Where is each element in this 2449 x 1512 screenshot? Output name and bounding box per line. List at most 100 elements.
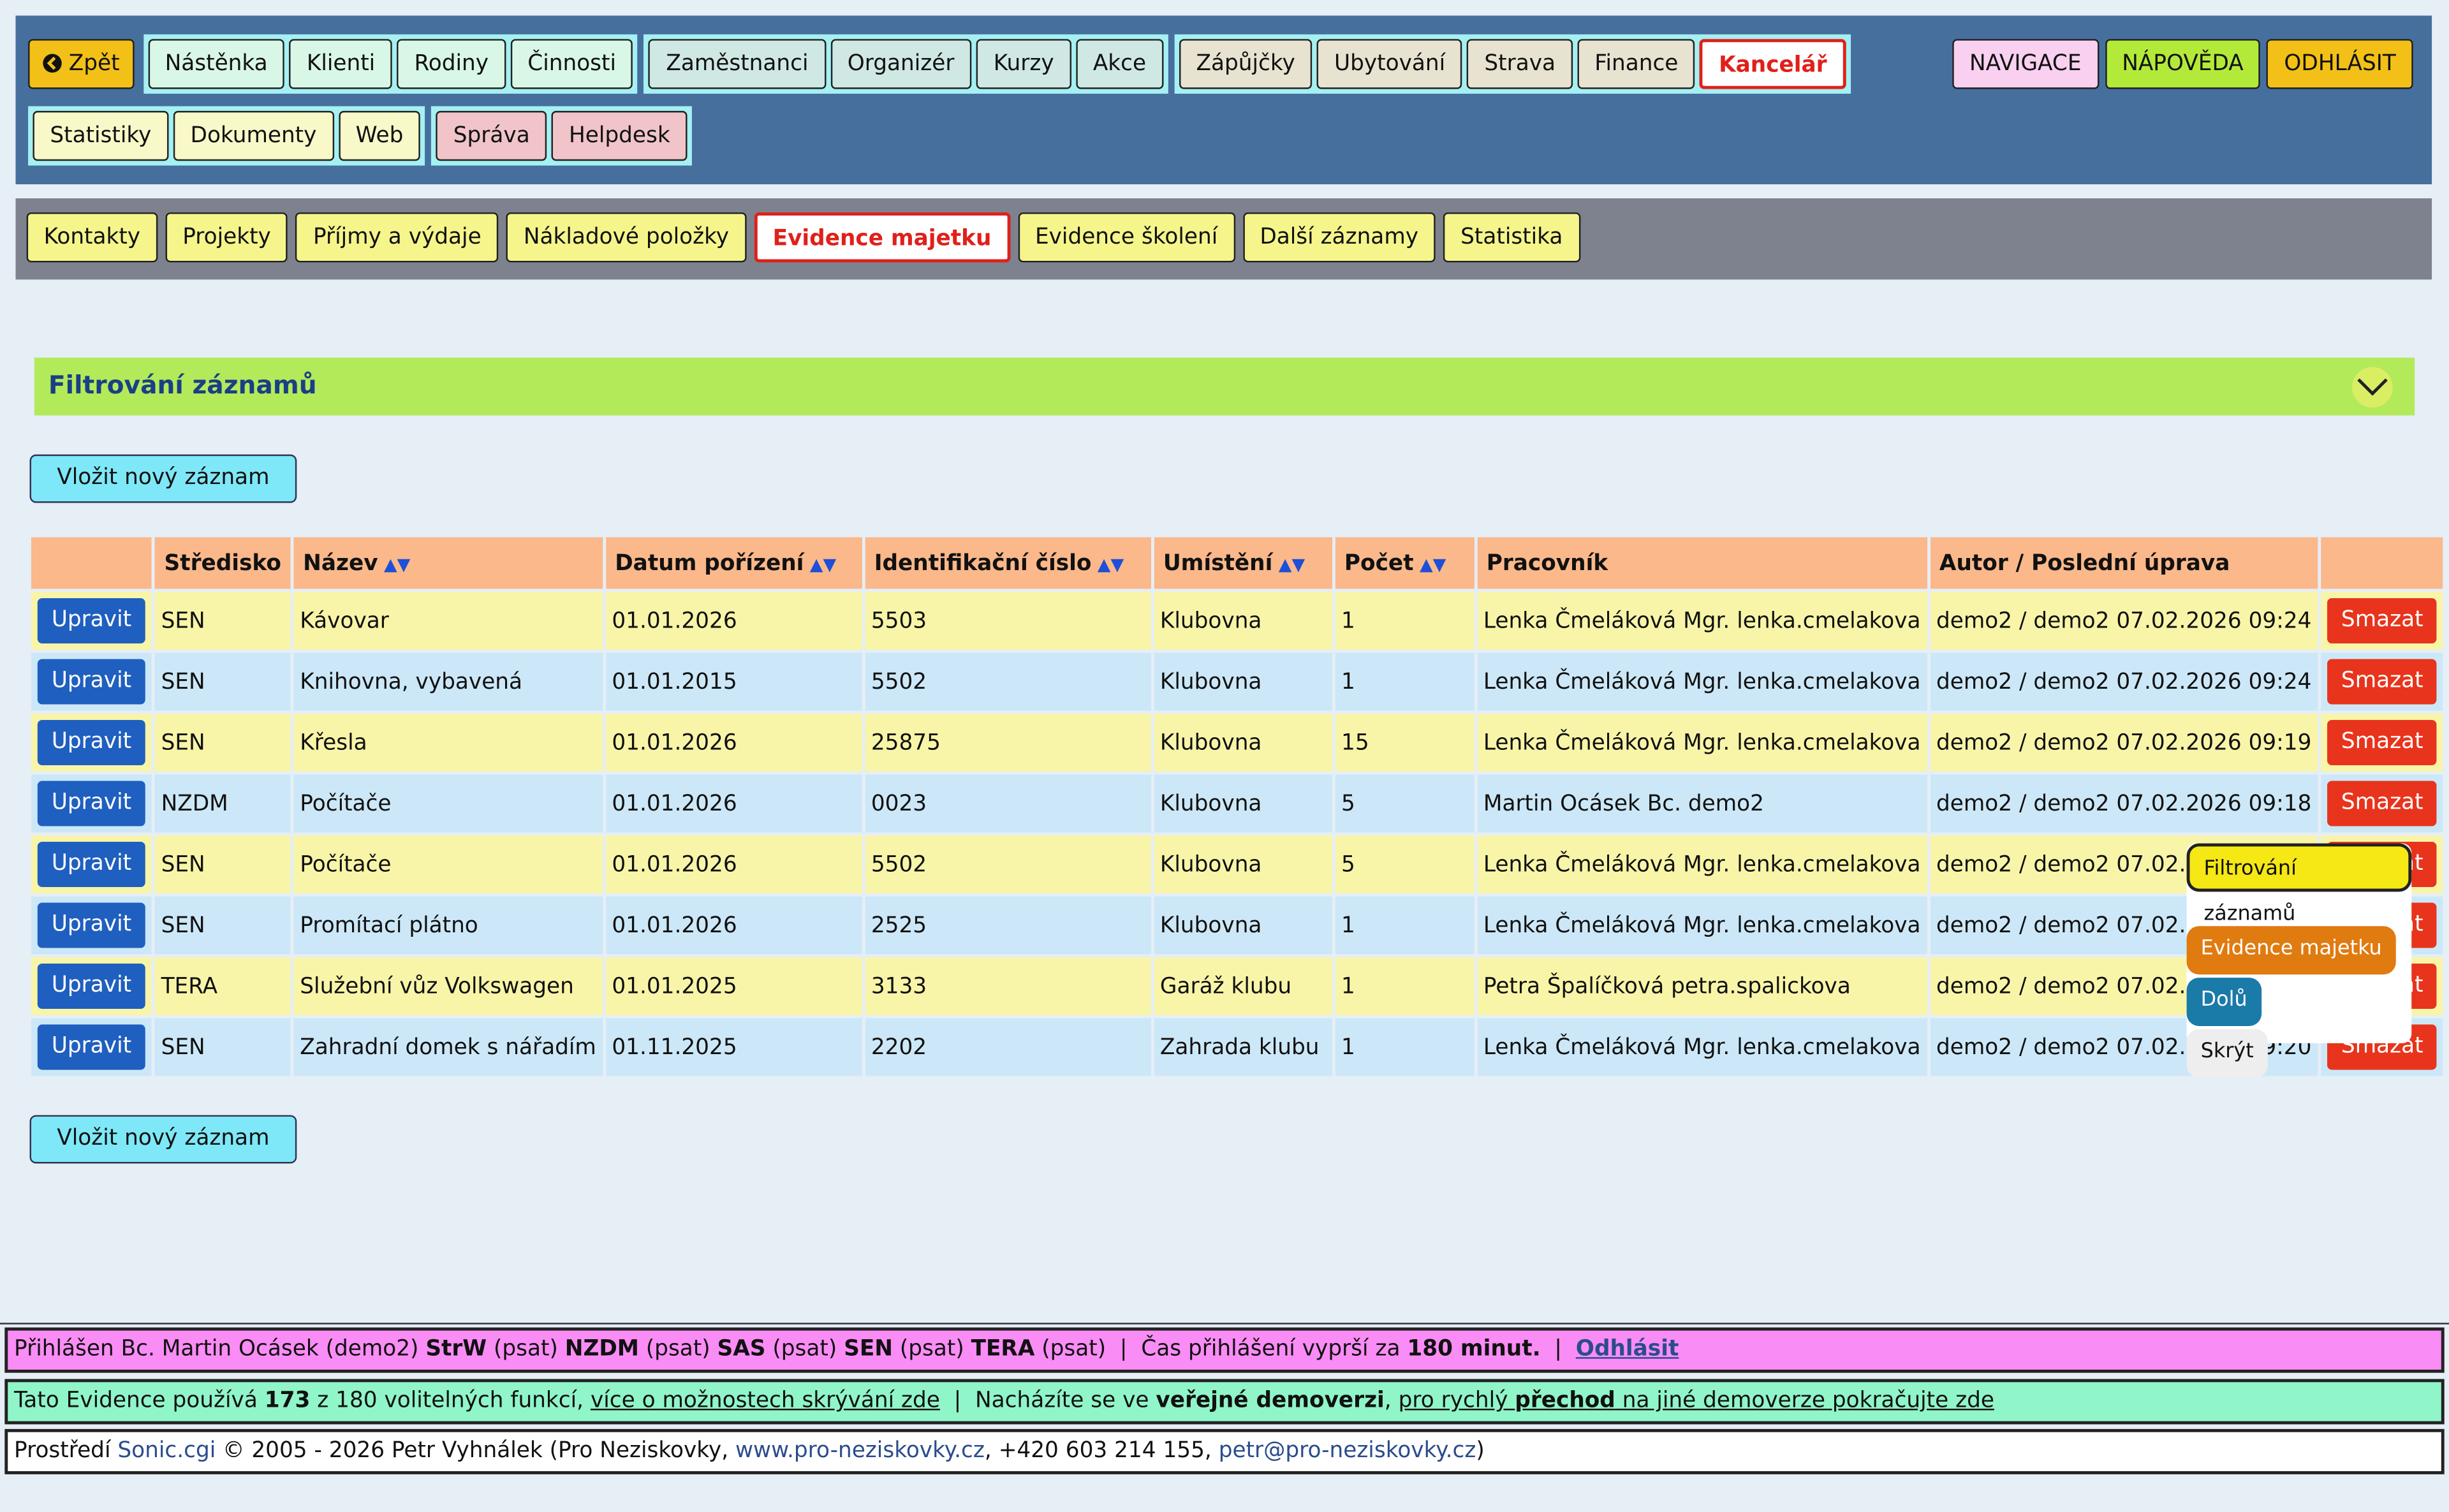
cell: Kávovar [300,608,389,634]
cell: Upravit [31,897,152,955]
back-button[interactable]: Zpět [28,39,134,89]
menu-item[interactable]: Dolů [2186,978,2261,1026]
nav-right-button[interactable]: NÁPOVĚDA [2105,39,2261,89]
subnav-button[interactable]: Příjmy a výdaje [296,212,499,263]
nav-button[interactable]: Dokumenty [173,110,334,161]
insert-button[interactable]: Vložit nový záznam [29,454,297,503]
footer-link[interactable]: Sonic.cgi [117,1438,216,1464]
footer-text: (psat) [765,1337,844,1362]
edit-button[interactable]: Upravit [37,781,146,826]
nav-button[interactable]: Klienti [289,39,393,89]
subnav-button[interactable]: Evidence školení [1018,212,1235,263]
cell: Lenka Čmeláková Mgr. lenka.cmelakova [1483,669,1921,694]
edit-button[interactable]: Upravit [37,964,146,1009]
back-icon [43,54,62,73]
column-header: Středisko [154,537,291,589]
table-row: Upravit TERA Služební vůz Volkswagen 01.01.… [31,957,2444,1015]
sort-arrows[interactable]: ▲▼ [804,554,837,575]
subnav-button[interactable]: Kontakty [26,212,158,263]
column-header[interactable]: Umístění ▲▼ [1154,537,1332,589]
cell: 01.01.2026 [612,608,737,634]
column-header[interactable]: Identifikační číslo ▲▼ [865,537,1151,589]
footer-link[interactable]: petr@pro-neziskovky.cz [1218,1438,1476,1464]
footer-text: StrW [425,1337,487,1362]
edit-button[interactable]: Upravit [37,659,146,705]
nav-button[interactable]: Nástěnka [147,39,285,89]
cell: demo2 / demo2 07.02.2026 09:19 [1936,730,2312,756]
cell: SEN [161,913,205,938]
nav-button[interactable]: Kancelář [1700,39,1846,89]
footer-link[interactable]: přechod [1515,1388,1615,1414]
table-row: Upravit SEN Promítací plátno 01.01.2026 2525… [31,896,2444,955]
footer-link[interactable]: www.pro-neziskovky.cz [735,1438,985,1464]
nav-button[interactable]: Akce [1075,39,1164,89]
footer-link[interactable]: více o možnostech skrývání zde [590,1388,940,1414]
nav-button[interactable]: Zápůjčky [1179,39,1313,89]
column-header[interactable]: Datum pořízení ▲▼ [605,537,862,589]
nav-button[interactable]: Helpdesk [552,110,688,161]
subnav-button[interactable]: Další záznamy [1242,212,1436,263]
cell: 15 [1341,730,1369,756]
insert-button[interactable]: Vložit nový záznam [29,1115,297,1164]
sort-arrows[interactable]: ▲▼ [1413,554,1446,575]
cell: demo2 / demo2 07.02.2026 09:24 [1936,669,2312,694]
subnav-button[interactable]: Projekty [165,212,288,263]
delete-button[interactable]: Smazat [2327,598,2438,643]
footer-link[interactable]: na jiné demoverze pokračujte zde [1615,1388,1994,1414]
footer-link[interactable]: Odhlásit [1575,1337,1679,1362]
cell: Upravit [31,835,152,893]
delete-button[interactable]: Smazat [2327,659,2438,705]
sort-arrows[interactable]: ▲▼ [1272,554,1305,575]
records-table: Středisko Název ▲▼ Datum pořízení ▲▼ Identi… [28,534,2446,1080]
edit-button[interactable]: Upravit [37,842,146,888]
nav-right-button[interactable]: ODHLÁSIT [2267,39,2413,89]
nav-button[interactable]: Zaměstnanci [649,39,826,89]
collapse-icon[interactable] [2349,365,2395,409]
column-header: Pracovník [1477,537,1927,589]
footer-text: Tato Evidence používá [14,1388,265,1414]
cell: 01.01.2026 [612,791,737,816]
nav-button[interactable]: Ubytování [1317,39,1463,89]
header-label: Datum pořízení [615,550,804,576]
cell: NZDM [161,791,228,816]
menu-item[interactable]: Skrýt [2186,1029,2268,1078]
column-header[interactable]: Počet ▲▼ [1335,537,1475,589]
edit-button[interactable]: Upravit [37,902,146,948]
filter-bar[interactable]: Filtrování záznamů [34,357,2415,416]
nav-button[interactable]: Organizér [830,39,972,89]
sort-arrows[interactable]: ▲▼ [1091,554,1124,575]
menu-item[interactable]: Filtrování záznamů [2186,843,2412,926]
delete-button[interactable]: Smazat [2327,719,2438,766]
edit-button[interactable]: Upravit [37,598,146,643]
table-row: Upravit SEN Knihovna, vybavená 01.01.2015 55… [31,652,2444,711]
footer-text: 180 minut. [1407,1337,1541,1362]
subnav-button[interactable]: Nákladové položky [506,212,747,263]
nav-button[interactable]: Strava [1467,39,1573,89]
edit-button[interactable]: Upravit [37,1024,146,1070]
edit-button[interactable]: Upravit [37,719,146,766]
nav-button[interactable]: Web [338,110,421,161]
header-label: Umístění [1163,550,1273,576]
column-header[interactable]: Název ▲▼ [293,537,603,589]
cell: 2202 [871,1034,927,1060]
sort-arrows[interactable]: ▲▼ [378,554,411,575]
nav-button[interactable]: Statistiky [33,110,169,161]
nav-button[interactable]: Rodiny [397,39,506,89]
nav-button[interactable]: Kurzy [976,39,1071,89]
nav-button[interactable]: Finance [1577,39,1696,89]
divider [0,1323,2449,1325]
floating-menu: Filtrování záznamů Evidence majetku Dolů Sk… [2186,843,2412,1078]
header-label: Počet [1344,550,1414,576]
menu-item[interactable]: Evidence majetku [2186,926,2396,975]
nav-group: Statistiky Dokumenty Web [28,106,425,166]
delete-button[interactable]: Smazat [2327,781,2438,826]
nav-button[interactable]: Správa [436,110,547,161]
nav-right-button[interactable]: NAVIGACE [1952,39,2099,89]
footer-text: , +420 603 214 155, [984,1438,1219,1464]
footer-link[interactable]: pro rychlý [1398,1388,1515,1414]
subnav-button[interactable]: Statistika [1443,212,1580,263]
subnav-button[interactable]: Evidence majetku [754,212,1010,263]
cell: 0023 [871,791,927,816]
nav-button[interactable]: Činnosti [510,39,633,89]
